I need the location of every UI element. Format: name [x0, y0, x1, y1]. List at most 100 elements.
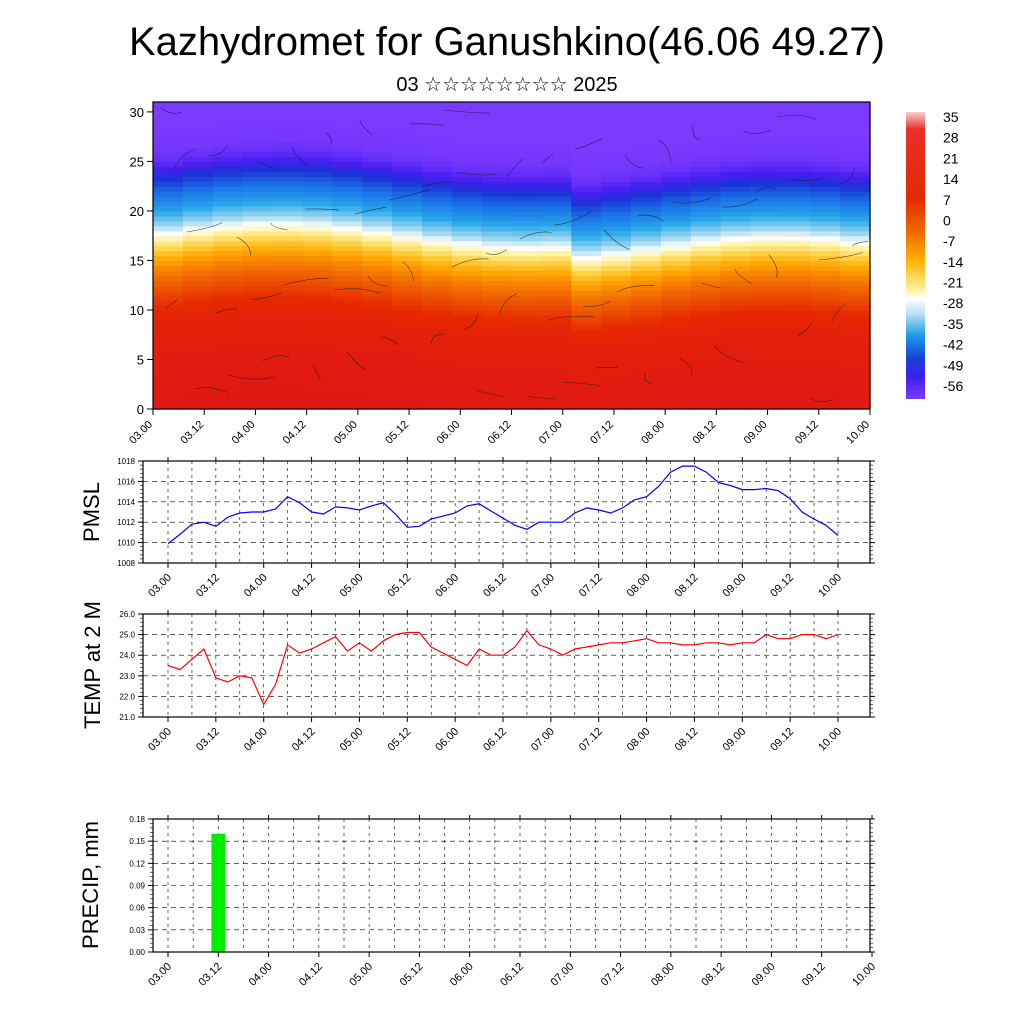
wind-streamline — [721, 197, 759, 208]
temp-panel: 21.022.023.024.025.026.003.00 03.12 04.00 0… — [80, 601, 875, 754]
wind-streamline — [291, 146, 308, 166]
y-tick-label: 1008 — [117, 559, 135, 568]
wind-streamline — [270, 222, 288, 231]
wind-streamline — [818, 252, 863, 261]
temperature-cell — [362, 166, 393, 172]
temperature-cell — [511, 156, 542, 163]
temperature-cell — [421, 324, 453, 331]
temperature-cell — [511, 305, 542, 311]
temperature-cell — [392, 295, 423, 301]
temperature-cell — [302, 374, 333, 380]
temperature-cell — [631, 359, 662, 366]
temperature-cell — [571, 309, 602, 316]
temperature-cell — [212, 369, 244, 375]
temperature-cell — [421, 220, 453, 227]
x-tick-label: 10.00 — [816, 572, 844, 600]
temperature-cell — [392, 250, 423, 257]
temperature-cell — [182, 141, 214, 148]
temperature-cell — [660, 339, 692, 346]
temperature-cell — [571, 250, 602, 257]
wind-streamline — [257, 160, 279, 172]
temperature-cell — [182, 131, 214, 138]
temperature-cell — [421, 225, 453, 232]
temperature-cell — [601, 106, 632, 113]
temperature-cell — [421, 176, 453, 182]
y-tick-label: 1010 — [117, 539, 135, 548]
temperature-cell — [242, 201, 274, 207]
x-tick-label: 03.12 — [196, 961, 224, 989]
temperature-cell — [810, 255, 841, 262]
temperature-cell — [660, 116, 692, 123]
temperature-cell — [242, 186, 274, 192]
temperature-cell — [810, 126, 841, 133]
temperature-cell — [601, 265, 632, 271]
temperature-cell — [392, 136, 423, 143]
temperature-cell — [631, 334, 662, 341]
x-tick-label: 08.12 — [691, 419, 719, 447]
temperature-cell — [660, 334, 692, 341]
temperature-cell — [780, 171, 811, 177]
temperature-cell — [690, 151, 722, 158]
temperature-cell — [272, 210, 303, 217]
temperature-cell — [272, 215, 303, 222]
temperature-cell — [750, 151, 781, 158]
temperature-cell — [481, 176, 513, 182]
temperature-cell — [392, 389, 423, 395]
temperature-cell — [601, 369, 632, 375]
temperature-cell — [392, 196, 423, 202]
temperature-cell — [541, 136, 572, 143]
temperature-cell — [421, 255, 453, 262]
temperature-cell — [690, 260, 722, 266]
temperature-cell — [601, 334, 632, 341]
wind-streamline — [477, 390, 504, 398]
temperature-cell — [332, 116, 363, 123]
temperature-cell — [362, 141, 393, 148]
temperature-cell — [690, 280, 722, 286]
temperature-cell — [302, 181, 333, 187]
colorbar-label: -7 — [943, 233, 956, 249]
temperature-cell — [631, 290, 662, 296]
temperature-cell — [810, 275, 841, 281]
temperature-cell — [242, 102, 274, 108]
temperature-cell — [332, 280, 363, 286]
temperature-cell — [750, 275, 781, 281]
temperature-cell — [511, 369, 542, 375]
temperature-cell — [601, 235, 632, 242]
temperature-cell — [242, 171, 274, 177]
temperature-cell — [750, 344, 781, 351]
temperature-cell — [571, 260, 602, 266]
temperature-cell — [242, 349, 274, 356]
temperature-cell — [392, 300, 423, 306]
temperature-cell — [780, 186, 811, 192]
temperature-cell — [690, 116, 722, 123]
temperature-cell — [212, 319, 244, 326]
temperature-cell — [451, 339, 483, 346]
temperature-cell — [332, 374, 363, 380]
temperature-cell — [690, 300, 722, 306]
temperature-cell — [601, 156, 632, 163]
temperature-cell — [631, 116, 662, 123]
temperature-cell — [421, 171, 453, 177]
temperature-cell — [750, 225, 781, 232]
temperature-cell — [750, 359, 781, 366]
temperature-cell — [302, 394, 333, 400]
temperature-cell — [481, 260, 513, 266]
temperature-cell — [750, 186, 781, 192]
temperature-cell — [690, 354, 722, 361]
temperature-cell — [481, 181, 513, 187]
temperature-cell — [571, 151, 602, 158]
temp-ylabel: TEMP at 2 M — [80, 601, 105, 729]
temperature-cell — [153, 220, 184, 227]
temperature-cell — [750, 181, 781, 187]
temperature-cell — [750, 191, 781, 197]
temperature-cell — [631, 186, 662, 192]
temperature-cell — [840, 225, 871, 232]
y-tick-label: 26.0 — [119, 610, 135, 619]
temperature-cell — [153, 384, 184, 390]
temperature-cell — [362, 309, 393, 316]
temperature-cell — [690, 394, 722, 400]
temperature-cell — [362, 121, 393, 128]
temperature-cell — [720, 196, 752, 202]
temperature-cell — [660, 201, 692, 207]
temperature-cell — [840, 270, 871, 276]
